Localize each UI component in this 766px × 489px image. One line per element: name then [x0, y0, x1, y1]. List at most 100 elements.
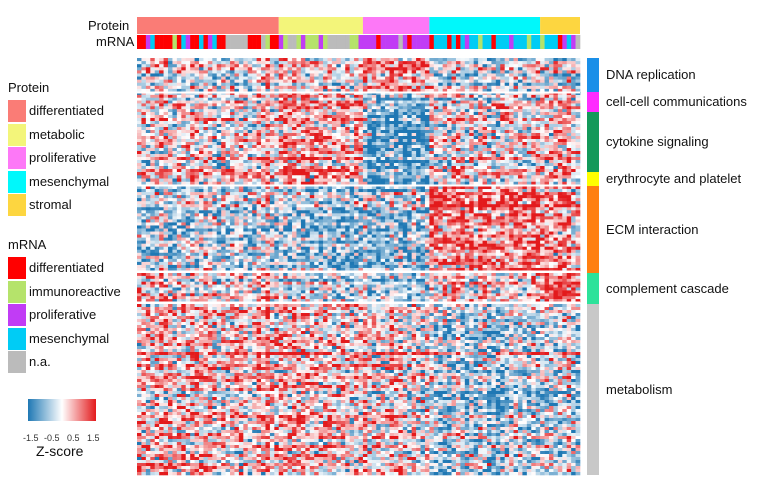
- heatmap-cell: [274, 103, 280, 107]
- heatmap-cell: [526, 136, 532, 140]
- heatmap-cell: [500, 163, 505, 167]
- heatmap-cell: [495, 172, 501, 176]
- heatmap-cell: [172, 109, 178, 113]
- heatmap-cell: [478, 94, 483, 99]
- heatmap-cell: [194, 100, 200, 104]
- heatmap-cell: [513, 160, 519, 164]
- mrna-annotation-cell: [185, 35, 191, 49]
- heatmap-cell: [269, 201, 275, 205]
- heatmap-cell: [261, 201, 266, 205]
- heatmap-cell: [420, 97, 426, 101]
- heatmap-cell: [424, 172, 430, 176]
- heatmap-cell: [252, 142, 257, 146]
- heatmap-cell: [486, 100, 492, 104]
- heatmap-cell: [309, 58, 315, 62]
- heatmap-cell: [531, 58, 536, 62]
- heatmap-cell: [150, 76, 156, 80]
- heatmap-cell: [575, 178, 581, 183]
- heatmap-cell: [230, 136, 235, 140]
- heatmap-cell: [544, 85, 550, 90]
- heatmap-cell: [345, 76, 350, 80]
- heatmap-cell: [469, 198, 474, 202]
- heatmap-cell: [571, 151, 576, 155]
- heatmap-cell: [522, 118, 528, 122]
- heatmap-cell: [460, 175, 466, 179]
- heatmap-cell: [190, 181, 195, 186]
- heatmap-cell: [247, 136, 253, 140]
- heatmap-cell: [145, 130, 151, 134]
- heatmap-cell: [309, 61, 315, 65]
- heatmap-cell: [207, 85, 213, 90]
- heatmap-cell: [225, 195, 231, 199]
- heatmap-cell: [553, 127, 559, 131]
- heatmap-cell: [571, 178, 576, 183]
- heatmap-cell: [376, 61, 381, 65]
- heatmap-cell: [225, 130, 231, 134]
- heatmap-cell: [526, 121, 532, 125]
- heatmap-cell: [323, 92, 328, 96]
- heatmap-cell: [451, 201, 457, 205]
- heatmap-cell: [247, 97, 253, 101]
- heatmap-cell: [575, 192, 581, 196]
- heatmap-cell: [376, 142, 381, 146]
- heatmap-cell: [385, 94, 390, 99]
- heatmap-cell: [433, 64, 439, 68]
- heatmap-cell: [300, 198, 306, 202]
- heatmap-cell: [145, 136, 151, 140]
- heatmap-cell: [265, 136, 271, 140]
- heatmap-cell: [393, 121, 399, 125]
- heatmap-cell: [323, 61, 328, 65]
- heatmap-cell: [172, 201, 178, 205]
- heatmap-cell: [455, 103, 461, 107]
- heatmap-cell: [212, 133, 218, 137]
- heatmap-cell: [265, 166, 271, 170]
- heatmap-cell: [571, 157, 576, 161]
- heatmap-cell: [478, 115, 483, 119]
- heatmap-cell: [314, 109, 319, 113]
- heatmap-cell: [238, 97, 244, 101]
- heatmap-cell: [544, 92, 550, 96]
- heatmap-cell: [278, 64, 284, 68]
- heatmap-cell: [376, 92, 381, 96]
- heatmap-cell: [283, 201, 288, 205]
- heatmap-cell: [420, 82, 426, 87]
- heatmap-cell: [137, 67, 142, 71]
- heatmap-cell: [137, 133, 142, 137]
- heatmap-cell: [327, 157, 333, 161]
- heatmap-cell: [238, 70, 244, 74]
- heatmap-cell: [420, 94, 426, 99]
- heatmap-cell: [438, 151, 443, 155]
- heatmap-cell: [203, 204, 209, 208]
- heatmap-cell: [256, 88, 262, 93]
- heatmap-cell: [562, 73, 568, 77]
- heatmap-cell: [287, 133, 293, 137]
- heatmap-cell: [163, 151, 169, 155]
- heatmap-cell: [314, 124, 319, 128]
- heatmap-cell: [380, 142, 386, 146]
- heatmap-cell: [185, 61, 191, 65]
- heatmap-cell: [540, 124, 545, 128]
- heatmap-cell: [203, 85, 209, 90]
- heatmap-cell: [393, 160, 399, 164]
- heatmap-cell: [526, 112, 532, 116]
- heatmap-cell: [451, 148, 457, 152]
- heatmap-cell: [575, 58, 581, 62]
- heatmap-cell: [526, 70, 532, 74]
- heatmap-cell: [168, 61, 173, 65]
- heatmap-cell: [571, 85, 576, 90]
- heatmap-cell: [455, 70, 461, 74]
- heatmap-cell: [522, 130, 528, 134]
- heatmap-cell: [451, 85, 457, 90]
- heatmap-cell: [491, 157, 497, 161]
- heatmap-cell: [256, 181, 262, 186]
- heatmap-cell: [451, 172, 457, 176]
- heatmap-cell: [181, 175, 187, 179]
- heatmap-cell: [340, 169, 346, 173]
- heatmap-cell: [163, 163, 169, 167]
- heatmap-cell: [203, 151, 209, 155]
- heatmap-cell: [385, 112, 390, 116]
- heatmap-cell: [172, 127, 178, 131]
- heatmap-cell: [141, 204, 147, 208]
- heatmap-cell: [376, 154, 381, 158]
- heatmap-cell: [478, 124, 483, 128]
